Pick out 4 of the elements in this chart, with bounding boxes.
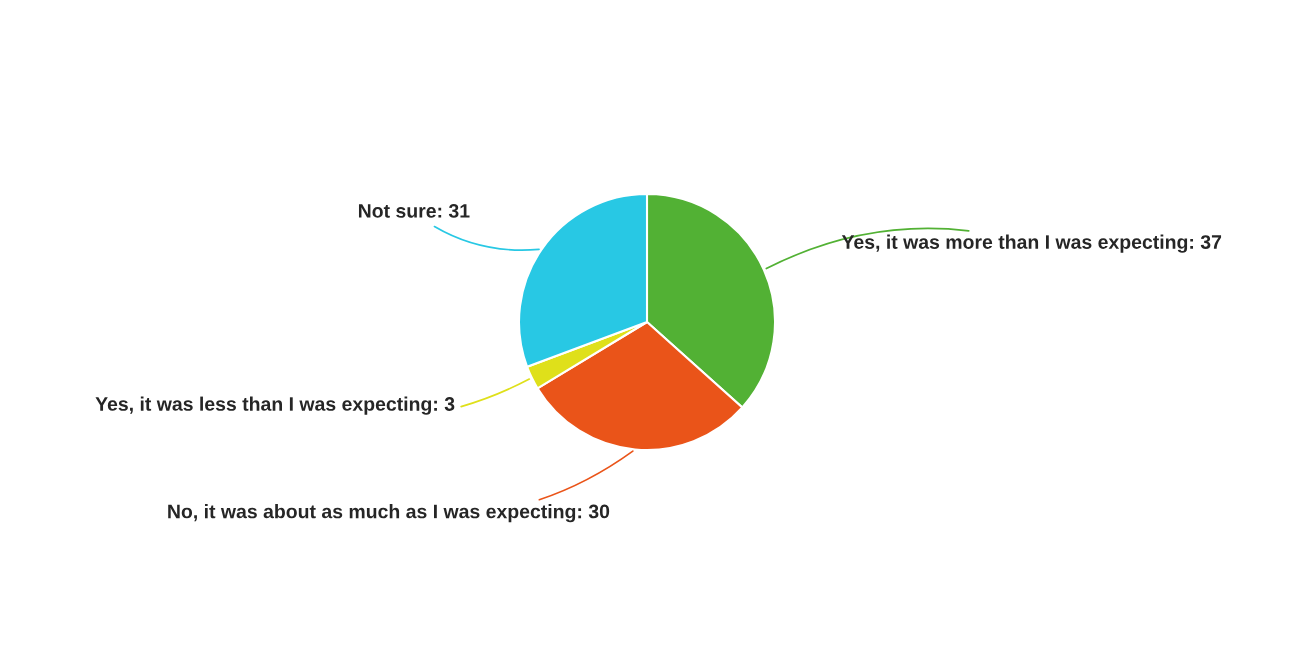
slice-label: No, it was about as much as I was expecting: 30 [168,504,610,523]
slice-label: Not sure: 31 [358,204,470,218]
slice-label: Yes, it was less than I was expecting: 3 [95,396,455,415]
slice-label: Yes, it was more than I was expecting: 37 [841,234,1222,253]
